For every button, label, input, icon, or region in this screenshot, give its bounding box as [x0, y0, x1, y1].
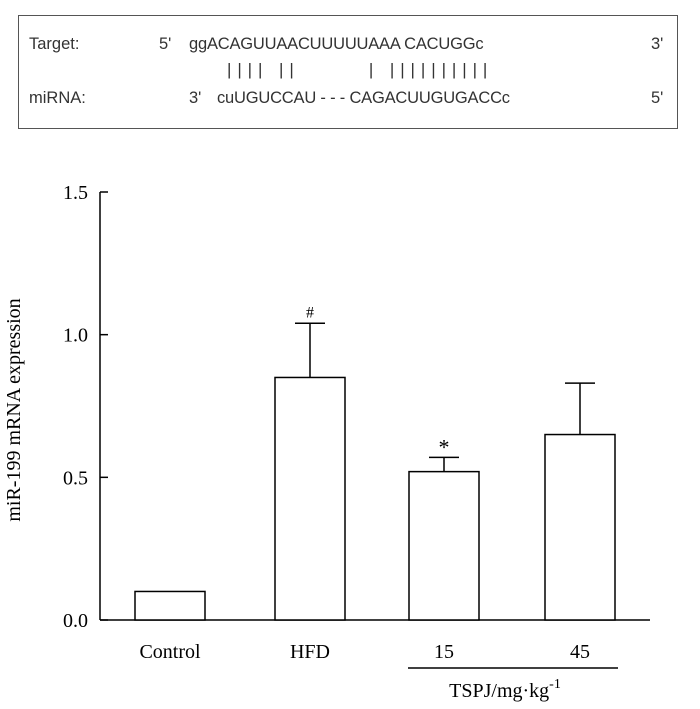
- bar: [134, 590, 206, 621]
- mirna-3prime: 3': [189, 89, 202, 107]
- significance-annotation: #: [306, 304, 314, 321]
- mirna-sequence: cuUGUCCAU - - - CAGACUUGUGACCc: [217, 89, 510, 107]
- bar: [408, 470, 480, 621]
- bar: [274, 376, 346, 621]
- x-tick-label: 15: [434, 641, 454, 663]
- sequence-alignment-box: Target: 5' ggACAGUUAACUUUUUAAA CACUGGc 3…: [18, 15, 678, 129]
- target-label: Target:: [29, 35, 80, 53]
- base-pair-marks: | | | | | | | | | | | | | | | | |: [227, 60, 488, 79]
- x-tick-label: 45: [570, 641, 590, 663]
- mirna-5prime: 5': [651, 89, 664, 107]
- y-tick-label: 0.5: [63, 467, 88, 489]
- y-tick-label: 1.0: [63, 325, 88, 347]
- mirna-label: miRNA:: [29, 89, 86, 107]
- bar: [544, 433, 616, 621]
- y-tick-label: 1.5: [63, 182, 88, 204]
- chart-bars: [134, 322, 616, 621]
- x-tick-label: HFD: [290, 641, 330, 663]
- y-axis-label: miR-199 mRNA expression: [3, 298, 25, 521]
- target-sequence: ggACAGUUAACUUUUUAAA CACUGGc: [189, 35, 484, 53]
- target-3prime: 3': [651, 35, 664, 53]
- y-tick-label: 0.0: [63, 610, 88, 632]
- group-label-sup: -1: [549, 677, 561, 692]
- group-label: TSPJ/mg·kg-1: [449, 677, 561, 702]
- chart-labels: Control # HFD * 15 45: [139, 304, 618, 669]
- x-tick-label: Control: [139, 641, 201, 663]
- group-label-text: TSPJ/mg·kg: [449, 680, 549, 702]
- target-5prime: 5': [159, 35, 172, 53]
- significance-annotation: *: [439, 434, 450, 459]
